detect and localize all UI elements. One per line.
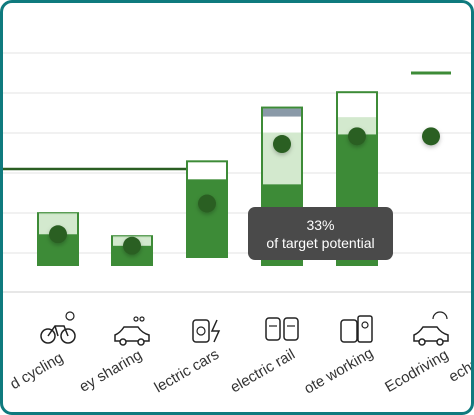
bicycle-icon [40, 311, 76, 344]
category-labels: d cycling ey sharing lectric cars electric … [7, 345, 471, 398]
ecodriving-car-icon [413, 311, 449, 346]
bar [186, 160, 228, 259]
category-label: lectric cars [151, 346, 222, 397]
category-label: Ecodriving [382, 346, 451, 396]
car-sharing-icon [114, 316, 150, 346]
electric-rail-icon [265, 317, 299, 341]
category-label: electric rail [227, 346, 298, 397]
category-label: d cycling [7, 349, 66, 393]
value-marker [198, 194, 216, 213]
gridlines [3, 52, 471, 254]
markers [49, 127, 440, 255]
value-marker [273, 135, 291, 154]
tooltip-box [248, 207, 393, 260]
value-tooltip: 33% of target potential [248, 207, 393, 260]
tooltip-value: 33% [306, 217, 334, 233]
remote-working-icon [340, 315, 373, 343]
bar-top-band [263, 108, 301, 117]
bar-fill [188, 179, 226, 257]
electric-car-charger-icon [192, 319, 221, 343]
category-icons [40, 311, 449, 346]
value-marker [49, 225, 67, 244]
value-marker [422, 127, 440, 146]
category-label: ote working [301, 345, 376, 398]
value-marker [348, 127, 366, 146]
chart-svg: d cycling ey sharing lectric cars electric … [3, 52, 471, 398]
tooltip-text: of target potential [266, 235, 374, 251]
value-marker [123, 236, 141, 255]
bar-fill [113, 245, 151, 265]
category-label: ey sharing [77, 346, 145, 395]
